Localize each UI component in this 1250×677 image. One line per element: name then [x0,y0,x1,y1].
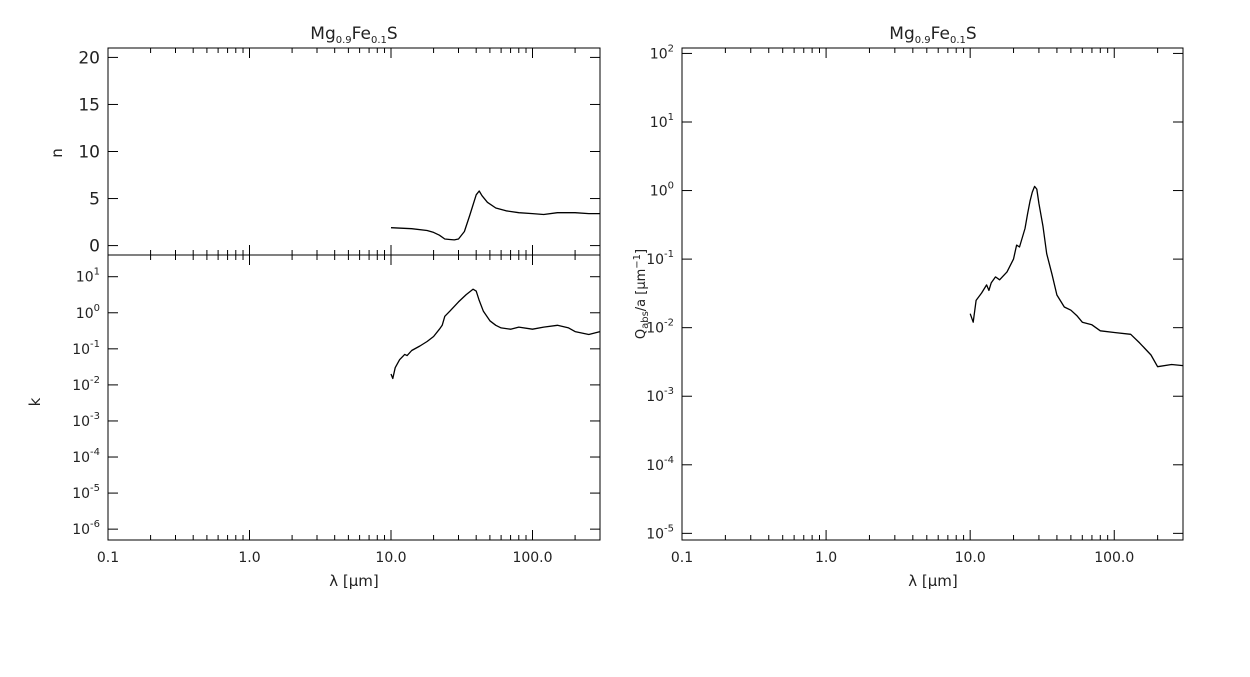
qabs-y-tick-label: 10-3 [646,386,674,405]
k-series-line [390,288,601,380]
qabs-series-line [969,185,1184,368]
k-y-tick-label: 10-3 [72,411,100,430]
left-title: Mg0.9Fe0.1S [310,24,397,46]
qabs-y-tick-label: 10-5 [646,523,674,542]
k-y-tick-label: 101 [76,267,100,286]
k-x-tick-label: 1.0 [238,550,260,566]
left-x-label: λ [μm] [329,572,379,590]
n-y-tick-label: 0 [89,237,100,257]
k-y-tick-label: 10-6 [72,519,100,538]
n-y-tick-label: 10 [78,143,100,163]
n-y-tick-label: 20 [78,48,100,68]
k-x-tick-label: 100.0 [512,550,552,566]
k-x-tick-label: 10.0 [375,550,406,566]
n-y-tick-label: 5 [89,190,100,210]
qabs-x-tick-label: 0.1 [671,550,693,566]
k-panel-frame [107,254,601,541]
k-x-tick-label: 0.1 [97,550,119,566]
right-title: Mg0.9Fe0.1S [889,24,976,46]
qabs-x-tick-label: 10.0 [955,550,986,566]
n-y-label: n [48,148,66,158]
k-y-tick-label: 10-4 [72,447,100,466]
k-y-label: k [26,397,44,406]
n-series-line [390,190,600,241]
qabs-y-tick-label: 10-2 [646,318,674,337]
qabs-panel: 10-5 10-4 10-3 10-2 10-1 100 101 102 0.1 1.0 10.0… [646,43,1184,566]
qabs-x-ticks: 0.1 1.0 10.0 100.0 [671,48,1184,566]
qabs-y-ticks: 10-5 10-4 10-3 10-2 10-1 100 101 102 [646,43,1183,542]
n-y-ticks: 0 5 10 15 20 [78,48,600,257]
qabs-x-label: λ [μm] [908,572,958,590]
k-y-tick-label: 10-1 [72,339,100,358]
n-x-ticks [107,48,601,255]
k-panel: 10-6 10-5 10-4 10-3 10-2 10-1 100 101 0.1 1.0 10.… [72,254,601,566]
qabs-y-tick-label: 10-4 [646,455,674,474]
k-y-tick-label: 10-5 [72,483,100,502]
k-x-ticks: 0.1 1.0 10.0 100.0 [97,255,601,566]
qabs-y-tick-label: 101 [650,112,674,131]
n-panel-frame [107,47,601,256]
qabs-x-tick-label: 100.0 [1094,550,1134,566]
qabs-y-tick-label: 10-1 [646,249,674,268]
qabs-x-tick-label: 1.0 [815,550,837,566]
n-panel: 0 5 10 15 20 [78,47,601,257]
k-y-tick-label: 10-2 [72,375,100,394]
k-y-tick-label: 100 [76,303,100,322]
qabs-y-tick-label: 102 [650,43,674,62]
qabs-y-label: Qabs/a [μm−1] [632,249,651,339]
k-y-ticks: 10-6 10-5 10-4 10-3 10-2 10-1 100 101 [72,267,600,538]
n-y-tick-label: 15 [78,95,100,115]
qabs-panel-frame [681,47,1184,541]
qabs-y-tick-label: 100 [650,181,674,200]
